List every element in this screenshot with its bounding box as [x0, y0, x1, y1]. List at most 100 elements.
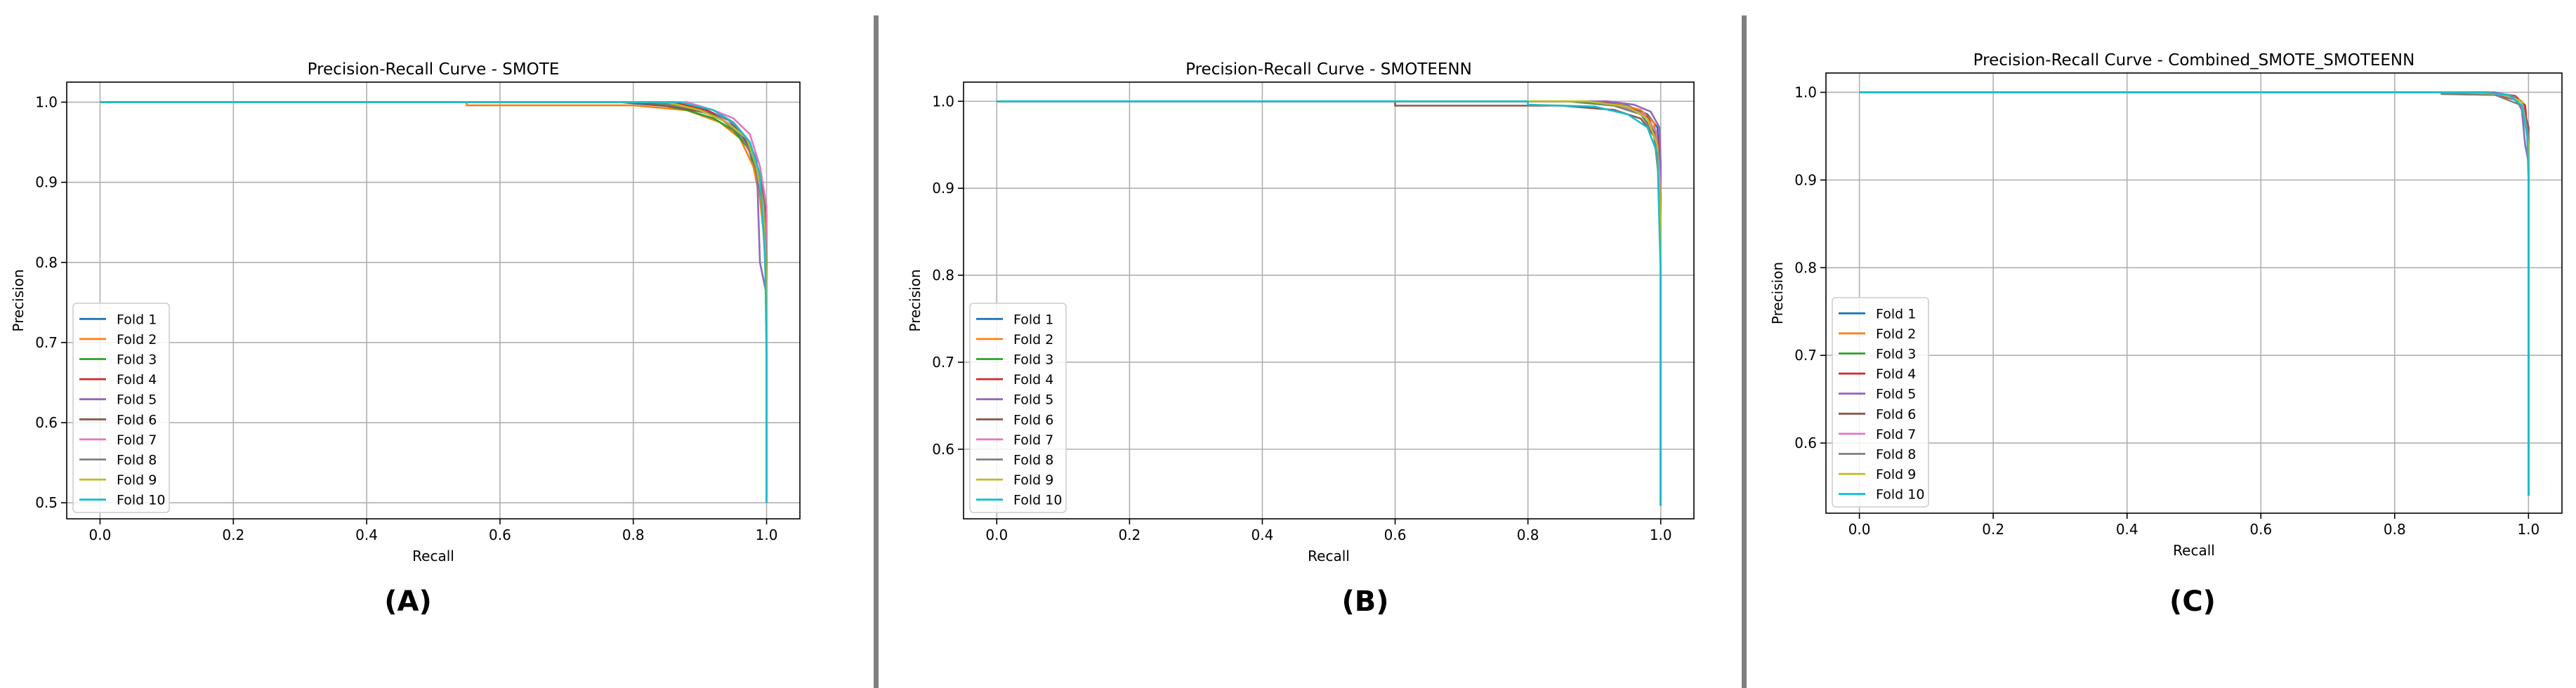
- chart-panel-2: 0.0 0.2 0.4 0.6 0.8 1.0 0.6 0.7 0.8 0.9 1.0 Precisi…: [907, 60, 1695, 564]
- series-line-6: [1859, 91, 2530, 496]
- y-tick-label: 0.5: [35, 494, 58, 511]
- y-tick-label: 0.7: [932, 354, 954, 371]
- x-tick-label: 1.0: [2517, 521, 2539, 538]
- x-tick-label: 0.0: [1848, 521, 1871, 538]
- y-tick-label: 0.7: [1794, 347, 1817, 364]
- series-line-2: [100, 101, 768, 503]
- series-group: [997, 100, 1662, 506]
- panel-label: (C): [2169, 586, 2216, 618]
- x-tick-label: 0.0: [985, 527, 1008, 543]
- legend-label: Fold 2: [117, 332, 157, 348]
- series-line-9: [997, 100, 1662, 506]
- legend-label: Fold 3: [1876, 347, 1916, 362]
- x-tick-label: 0.4: [1251, 527, 1274, 543]
- legend-label: Fold 8: [1876, 447, 1916, 463]
- x-tick-label: 0.2: [222, 527, 244, 543]
- y-tick-label: 1.0: [35, 94, 58, 111]
- y-tick-label: 0.7: [35, 334, 58, 351]
- legend-label: Fold 4: [1876, 366, 1916, 382]
- legend-label: Fold 4: [117, 372, 157, 388]
- series-line-8: [100, 101, 768, 503]
- x-axis-label: Recall: [2173, 542, 2215, 559]
- legend-label: Fold 6: [1876, 406, 1916, 422]
- legend-label: Fold 9: [117, 472, 157, 488]
- legend-label: Fold 2: [1876, 326, 1916, 342]
- legend-label: Fold 6: [1013, 412, 1053, 428]
- legend-label: Fold 1: [1013, 312, 1053, 327]
- legend-label: Fold 8: [1013, 453, 1053, 468]
- panel-divider-1: [874, 15, 879, 688]
- legend-label: Fold 9: [1013, 472, 1053, 488]
- y-tick-label: 0.9: [932, 180, 954, 197]
- series-line-10: [100, 101, 768, 503]
- legend-label: Fold 9: [1876, 467, 1916, 482]
- series-line-1: [1859, 91, 2530, 496]
- series-group: [100, 101, 768, 503]
- series-line-10: [1859, 91, 2530, 496]
- y-axis-label: Precision: [1769, 262, 1786, 324]
- x-axis-label: Recall: [1308, 548, 1350, 564]
- legend: Fold 1 Fold 2 Fold 3 Fold 4 Fold 5 Fold 6 Fold…: [969, 303, 1067, 513]
- series-line-7: [1859, 91, 2530, 496]
- y-tick-label: 0.9: [1794, 171, 1817, 188]
- y-tick-label: 0.6: [1794, 435, 1817, 451]
- x-tick-label: 0.2: [1118, 527, 1141, 543]
- x-tick-label: 1.0: [756, 527, 778, 543]
- y-tick-label: 1.0: [932, 93, 954, 110]
- legend: Fold 1 Fold 2 Fold 3 Fold 4 Fold 5 Fold 6 Fold…: [72, 303, 170, 513]
- legend-label: Fold 5: [1876, 387, 1916, 402]
- y-tick-label: 0.8: [1794, 259, 1817, 276]
- series-line-10: [997, 100, 1662, 506]
- x-tick-label: 0.4: [2116, 521, 2138, 538]
- chart-title: Precision-Recall Curve - Combined_SMOTE_…: [1973, 51, 2415, 70]
- y-tick-label: 0.6: [932, 441, 954, 458]
- x-tick-label: 1.0: [1650, 527, 1672, 543]
- chart-panel-3: 0.0 0.2 0.4 0.6 0.8 1.0 0.6 0.7 0.8 0.9 1.0 Precisi…: [1769, 51, 2563, 559]
- x-tick-label: 0.8: [622, 527, 645, 543]
- plot-frame: [963, 81, 1695, 520]
- series-line-7: [997, 100, 1662, 506]
- legend-label: Fold 2: [1013, 332, 1053, 348]
- series-line-3: [997, 100, 1662, 506]
- chart-title: Precision-Recall Curve - SMOTEENN: [1185, 60, 1472, 79]
- legend-label: Fold 7: [117, 432, 157, 448]
- panel-label: (A): [384, 586, 432, 618]
- x-tick-label: 0.4: [355, 527, 378, 543]
- x-tick-label: 0.2: [1982, 521, 2004, 538]
- legend-label: Fold 1: [117, 312, 157, 327]
- series-line-8: [997, 100, 1662, 506]
- series-line-5: [1859, 91, 2530, 496]
- series-line-2: [997, 100, 1662, 506]
- legend-label: Fold 3: [117, 352, 157, 368]
- y-tick-label: 0.6: [35, 414, 58, 431]
- series-line-3: [100, 101, 768, 503]
- legend-label: Fold 5: [1013, 392, 1053, 408]
- series-line-5: [100, 101, 768, 503]
- series-line-9: [100, 101, 768, 503]
- chart-panel-1: 0.0 0.2 0.4 0.6 0.8 1.0 0.5 0.6 0.7 0.8 0.9 1.0 Prec…: [10, 60, 801, 564]
- series-line-6: [100, 101, 768, 503]
- plot-frame: [1825, 72, 2563, 514]
- legend-label: Fold 5: [117, 392, 157, 408]
- x-axis-label: Recall: [412, 548, 454, 564]
- series-line-2: [1859, 91, 2530, 496]
- series-line-4: [1859, 91, 2530, 496]
- y-axis-label: Precision: [10, 269, 27, 331]
- series-line-7: [100, 101, 768, 503]
- legend-label: Fold 4: [1013, 372, 1053, 388]
- series-line-6: [997, 100, 1662, 506]
- series-line-1: [100, 101, 768, 503]
- series-line-1: [997, 100, 1662, 506]
- legend-label: Fold 7: [1876, 427, 1916, 442]
- legend-label: Fold 3: [1013, 352, 1053, 368]
- legend-label: Fold 6: [117, 412, 157, 428]
- y-tick-label: 1.0: [1794, 84, 1817, 100]
- series-line-9: [1859, 91, 2530, 496]
- legend-label: Fold 10: [1876, 487, 1924, 503]
- y-axis-label: Precision: [907, 269, 924, 331]
- series-line-4: [100, 101, 768, 503]
- x-tick-label: 0.6: [2249, 521, 2272, 538]
- series-line-3: [1859, 91, 2530, 496]
- panel-divider-2: [1742, 15, 1747, 688]
